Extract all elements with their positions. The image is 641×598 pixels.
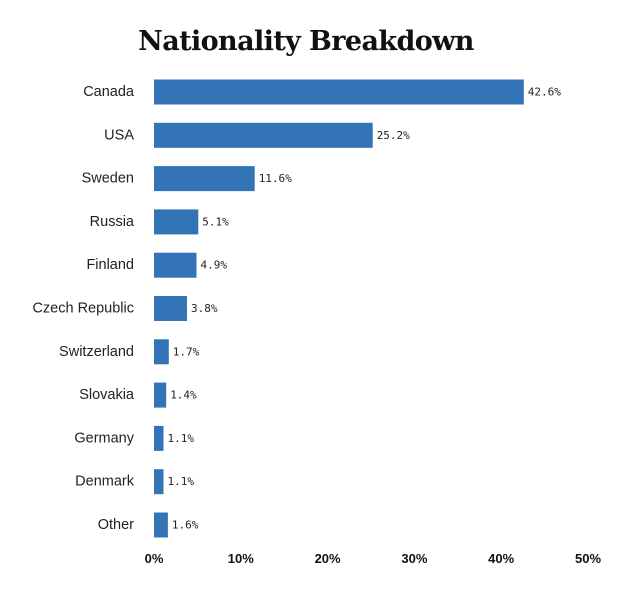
bar-russia [154,209,199,235]
bar-usa [154,122,373,148]
value-label-russia: 5.1% [202,215,229,228]
value-label-sweden: 11.6% [259,172,292,185]
bar-sweden [154,166,255,192]
x-tick-label-0: 0% [145,551,164,566]
x-tick-label-10: 10% [228,551,254,566]
bar-czech-republic [154,296,187,321]
bar-germany [154,425,164,451]
value-labels-group: 42.6% 25.2% 11.6% 5.1% 4.9% 3.8% 1.7% 1.4% 1.1% 1… [168,86,562,532]
value-label-slovakia: 1.4% [170,389,197,402]
category-label-switzerland: Switzerland [59,344,134,360]
category-label-sweden: Sweden [82,171,134,187]
category-label-slovakia: Slovakia [79,387,135,403]
bar-denmark [154,469,164,495]
value-label-other: 1.6% [172,519,199,532]
x-tick-label-50: 50% [575,551,601,566]
value-label-denmark: 1.1% [168,475,195,488]
category-label-canada: Canada [83,84,135,100]
chart-title: Nationality Breakdown [138,26,475,57]
category-label-czech-republic: Czech Republic [32,301,134,317]
value-label-germany: 1.1% [168,432,195,445]
bar-canada [154,79,524,105]
category-label-germany: Germany [74,430,134,446]
bar-slovakia [154,382,167,408]
bar-switzerland [154,339,169,365]
x-tick-label-40: 40% [488,551,514,566]
value-label-usa: 25.2% [377,129,410,142]
x-tick-label-20: 20% [315,551,341,566]
category-label-finland: Finland [86,257,134,273]
value-label-canada: 42.6% [528,86,561,99]
bar-finland [154,252,197,278]
value-label-switzerland: 1.7% [173,345,200,358]
category-label-denmark: Denmark [75,474,135,490]
category-label-usa: USA [104,127,134,143]
bar-other [154,512,168,538]
value-label-finland: 4.9% [201,259,228,272]
bars-group [154,79,524,538]
x-axis-tick-labels: 0% 10% 20% 30% 40% 50% [145,551,602,566]
category-label-russia: Russia [90,214,135,230]
category-label-other: Other [98,517,134,533]
category-labels-group: Canada USA Sweden Russia Finland Czech Republ… [32,84,134,533]
value-label-czech-republic: 3.8% [191,302,218,315]
x-tick-label-30: 30% [401,551,427,566]
